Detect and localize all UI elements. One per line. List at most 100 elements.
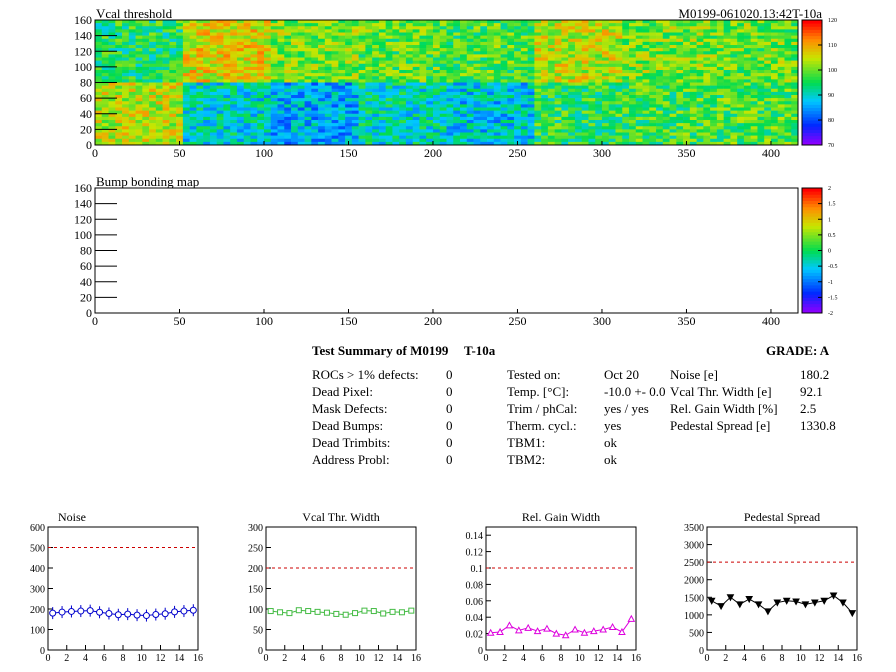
heatmap-cell bbox=[182, 70, 190, 74]
heatmap-cell bbox=[372, 63, 380, 68]
heatmap-cell bbox=[223, 141, 231, 146]
heatmap-cell bbox=[689, 129, 697, 133]
heatmap-cell bbox=[568, 101, 576, 105]
heatmap-cell bbox=[750, 35, 758, 40]
heatmap-cell bbox=[108, 135, 116, 140]
heatmap-cell bbox=[149, 51, 157, 55]
heatmap-cell bbox=[777, 54, 785, 58]
palette-band bbox=[802, 256, 822, 261]
heatmap-cell bbox=[95, 110, 103, 115]
heatmap-cell bbox=[554, 82, 562, 86]
heatmap-cell bbox=[122, 45, 130, 49]
heatmap-cell bbox=[581, 88, 589, 93]
heatmap-cell bbox=[507, 73, 515, 77]
heatmap-cell bbox=[257, 60, 265, 65]
heatmap-cell bbox=[710, 107, 718, 111]
y-tick-label: 160 bbox=[74, 13, 92, 27]
heatmap-cell bbox=[95, 26, 103, 30]
heatmap-cell bbox=[304, 29, 312, 33]
heatmap-cell bbox=[460, 63, 468, 68]
heatmap-cell bbox=[737, 132, 745, 136]
y-tick-label: 60 bbox=[80, 91, 92, 105]
heatmap-cell bbox=[493, 79, 501, 83]
heatmap-cell bbox=[466, 141, 474, 146]
heatmap-cell bbox=[588, 29, 596, 33]
heatmap-cell bbox=[460, 129, 468, 133]
x-tick-label: 350 bbox=[677, 314, 695, 328]
heatmap-cell bbox=[791, 60, 799, 65]
heatmap-cell bbox=[676, 120, 684, 124]
heatmap-cell bbox=[169, 57, 177, 61]
heatmap-cell bbox=[635, 41, 643, 46]
heatmap-cell bbox=[372, 85, 380, 90]
heatmap-cell bbox=[473, 66, 481, 71]
heatmap-cell bbox=[169, 66, 177, 71]
heatmap-cell bbox=[426, 23, 434, 27]
heatmap-cell bbox=[622, 60, 630, 65]
heatmap-cell bbox=[203, 113, 211, 118]
heatmap-cell bbox=[520, 113, 528, 118]
palette-band bbox=[802, 288, 822, 292]
heatmap-cell bbox=[453, 35, 461, 40]
heatmap-cell bbox=[122, 110, 130, 115]
heatmap-cell bbox=[189, 63, 197, 68]
heatmap-cell bbox=[595, 20, 603, 24]
heatmap-cell bbox=[683, 57, 691, 61]
heatmap-cell bbox=[324, 85, 332, 90]
heatmap-cell bbox=[480, 91, 488, 96]
heatmap-cell bbox=[534, 51, 542, 55]
heatmap-cell bbox=[547, 29, 555, 33]
heatmap-cell bbox=[791, 113, 799, 118]
heatmap-cell bbox=[291, 54, 299, 58]
heatmap-cell bbox=[135, 85, 143, 90]
heatmap-cell bbox=[446, 57, 454, 61]
heatmap-cell bbox=[257, 29, 265, 33]
heatmap-cell bbox=[581, 138, 589, 143]
heatmap-cell bbox=[784, 129, 792, 133]
heatmap-cell bbox=[568, 45, 576, 49]
heatmap-cell bbox=[216, 126, 224, 130]
heatmap-cell bbox=[446, 60, 454, 65]
heatmap-cell bbox=[574, 107, 582, 111]
heatmap-cell bbox=[115, 45, 123, 49]
palette-band bbox=[802, 20, 822, 24]
heatmap-cell bbox=[649, 63, 657, 68]
heatmap-cell bbox=[142, 98, 150, 102]
heatmap-cell bbox=[209, 123, 217, 127]
heatmap-cell bbox=[622, 126, 630, 130]
heatmap-cell bbox=[710, 26, 718, 30]
heatmap-cell bbox=[581, 79, 589, 83]
heatmap-cell bbox=[480, 132, 488, 136]
heatmap-cell bbox=[169, 29, 177, 33]
heatmap-cell bbox=[385, 60, 393, 65]
palette-band bbox=[802, 70, 822, 74]
heatmap-cell bbox=[574, 32, 582, 36]
heatmap-cell bbox=[223, 70, 231, 74]
x-tick-label: 0 bbox=[705, 653, 710, 664]
heatmap-cell bbox=[176, 104, 184, 108]
heatmap-cell bbox=[554, 38, 562, 43]
heatmap-cell bbox=[439, 60, 447, 65]
heatmap-cell bbox=[507, 26, 515, 30]
heatmap-cell bbox=[710, 98, 718, 102]
heatmap-cell bbox=[135, 41, 143, 46]
summary-title: Test Summary of M0199 bbox=[312, 343, 449, 358]
heatmap-cell bbox=[115, 57, 123, 61]
heatmap-cell bbox=[683, 120, 691, 124]
heatmap-cell bbox=[304, 60, 312, 65]
heatmap-cell bbox=[696, 85, 704, 90]
heatmap-cell bbox=[277, 104, 285, 108]
heatmap-cell bbox=[324, 66, 332, 71]
heatmap-cell bbox=[520, 26, 528, 30]
heatmap-cell bbox=[419, 20, 427, 24]
heatmap-cell bbox=[95, 113, 103, 118]
heatmap-cell bbox=[601, 88, 610, 93]
heatmap-cell bbox=[764, 82, 772, 86]
heatmap-cell bbox=[541, 91, 549, 96]
condition-label: Trim / phCal: bbox=[507, 401, 578, 416]
palette-band bbox=[802, 138, 822, 143]
heatmap-cell bbox=[365, 113, 373, 118]
heatmap-cell bbox=[608, 29, 616, 33]
heatmap-cell bbox=[277, 126, 285, 130]
heatmap-cell bbox=[169, 91, 177, 96]
